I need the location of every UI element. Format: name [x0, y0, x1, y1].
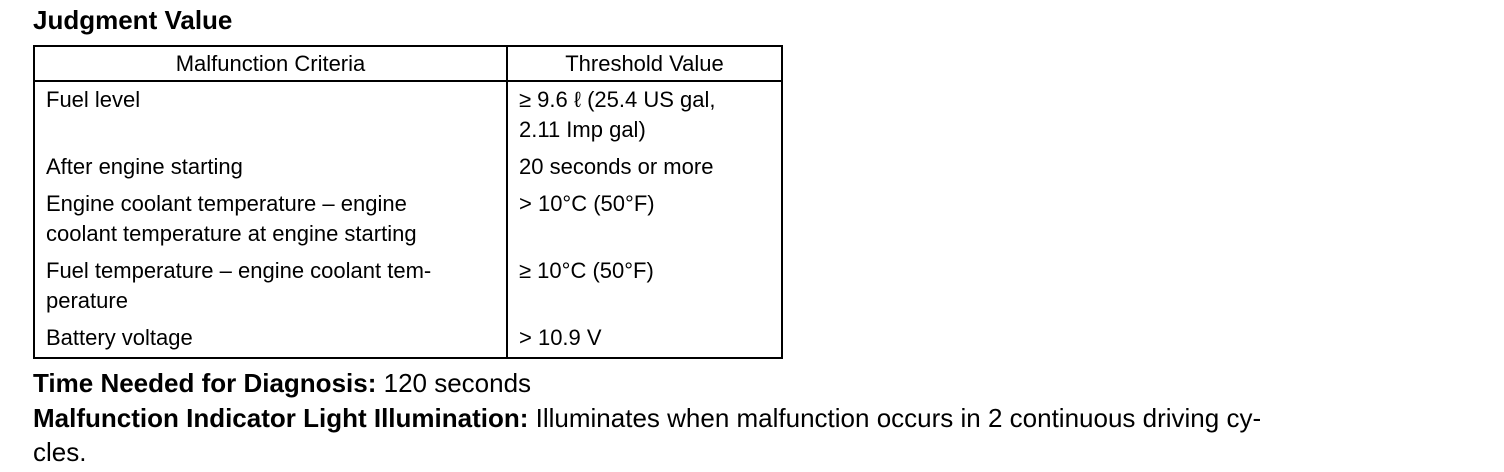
- cell-line: > 10°C (50°F): [519, 191, 655, 216]
- note-text: Illuminates when malfunction occurs in 2…: [535, 403, 1262, 433]
- table-cell: Fuel level: [34, 81, 508, 149]
- cell-line: 20 seconds or more: [519, 154, 714, 179]
- table-cell: Engine coolant temperature – engine coola…: [34, 186, 508, 253]
- table-cell: ≥ 9.6 ℓ (25.4 US gal, 2.11 Imp gal): [507, 81, 782, 149]
- note-text: 120 seconds: [383, 368, 532, 398]
- header-cell: Malfunction Criteria: [33, 45, 508, 82]
- cell-line: 2.11 Imp gal): [519, 117, 646, 142]
- cell-line: Fuel level: [46, 87, 141, 112]
- table-cell: > 10.9 V: [507, 320, 782, 358]
- note-text: cles.: [33, 437, 87, 467]
- header-cell: Threshold Value: [506, 45, 783, 82]
- header-row: Malfunction Criteria Threshold Value: [33, 45, 783, 82]
- table-cell: 20 seconds or more: [507, 149, 782, 186]
- table-row: Fuel level ≥ 9.6 ℓ (25.4 US gal, 2.11 Imp …: [34, 81, 782, 149]
- cell-line: Battery voltage: [46, 325, 193, 350]
- cell-line: After engine starting: [46, 154, 243, 179]
- table-row: Battery voltage > 10.9 V: [34, 320, 782, 358]
- table-row: Fuel temperature – engine coolant tem-pe…: [34, 253, 782, 320]
- judgment-table: Malfunction Criteria Threshold Value Fue…: [33, 45, 783, 359]
- cell-line: Engine coolant temperature – engine: [46, 191, 407, 216]
- cell-line: coolant temperature at engine starting: [46, 221, 417, 246]
- cell-line: perature: [46, 288, 128, 313]
- table-cell: > 10°C (50°F): [507, 186, 782, 253]
- section-heading: Judgment Value: [33, 5, 233, 35]
- cell-line: Fuel temperature – engine coolant tem-: [46, 258, 432, 283]
- note: Time Needed for Diagnosis: 120 seconds: [33, 366, 531, 400]
- table-cell: After engine starting: [34, 149, 508, 186]
- note: Malfunction Indicator Light Illumination…: [33, 401, 1261, 469]
- table-body: Fuel level ≥ 9.6 ℓ (25.4 US gal, 2.11 Imp …: [34, 81, 782, 358]
- table-cell: Battery voltage: [34, 320, 508, 358]
- cell-line: > 10.9 V: [519, 325, 602, 350]
- table-cell: ≥ 10°C (50°F): [507, 253, 782, 320]
- table-cell: Fuel temperature – engine coolant tem-pe…: [34, 253, 508, 320]
- note-label: Time Needed for Diagnosis:: [33, 368, 377, 398]
- table-row: Engine coolant temperature – engine coola…: [34, 186, 782, 253]
- cell-line: ≥ 9.6 ℓ (25.4 US gal,: [519, 87, 716, 112]
- note-label: Malfunction Indicator Light Illumination…: [33, 403, 529, 433]
- cell-line: ≥ 10°C (50°F): [519, 258, 654, 283]
- table-row: After engine starting 20 seconds or more: [34, 149, 782, 186]
